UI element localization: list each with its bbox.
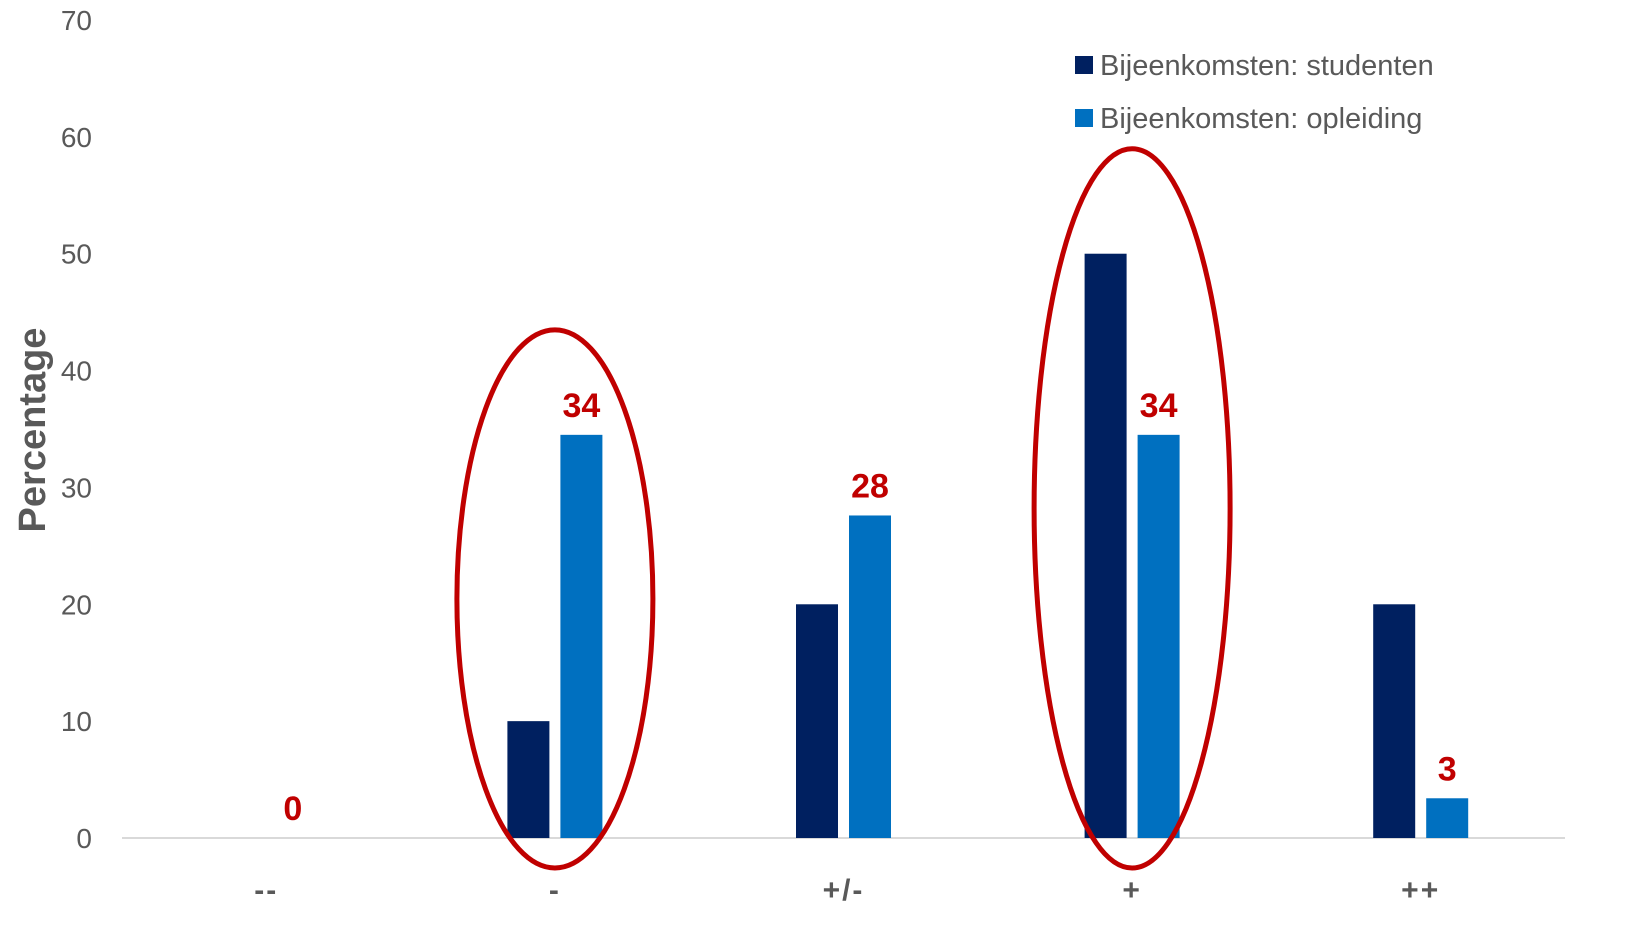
highlight-ellipse (1031, 146, 1233, 871)
bar-opleiding (560, 434, 603, 838)
bar-studenten (1373, 604, 1416, 838)
x-axis-categories: -- - +/- + ++ (254, 874, 1440, 907)
highlight-ellipse (454, 327, 656, 871)
legend: Bijeenkomsten: studenten Bijeenkomsten: o… (1075, 50, 1434, 135)
y-axis-label: Percentage (12, 328, 54, 533)
y-tick-label: 20 (61, 589, 92, 620)
x-category-label: ++ (1401, 874, 1440, 907)
y-tick-label: 60 (61, 122, 92, 153)
y-tick-label: 10 (61, 706, 92, 737)
y-tick-label: 0 (76, 823, 92, 854)
legend-label: Bijeenkomsten: studenten (1100, 50, 1434, 82)
bar-studenten (796, 604, 838, 838)
x-category-label: - (549, 874, 561, 907)
data-label: 0 (283, 790, 302, 828)
x-category-label: +/- (823, 874, 865, 907)
x-category-label: -- (254, 874, 278, 907)
bar-opleiding (1137, 434, 1180, 838)
bar-opleiding (1426, 798, 1469, 838)
data-label: 34 (1140, 387, 1178, 425)
legend-swatch (1075, 56, 1093, 74)
data-label: 28 (851, 467, 889, 505)
bar-studenten (507, 721, 550, 838)
legend-swatch (1075, 109, 1093, 127)
highlight-ellipses-group (454, 146, 1233, 871)
y-axis-ticks: 0 10 20 30 40 50 60 70 (61, 5, 92, 854)
y-tick-label: 30 (61, 472, 92, 503)
legend-label: Bijeenkomsten: opleiding (1100, 103, 1422, 135)
data-label: 34 (562, 387, 600, 425)
bars-group (507, 253, 1469, 838)
bar-opleiding (849, 515, 891, 838)
data-label: 3 (1438, 750, 1457, 788)
x-category-label: + (1122, 874, 1142, 907)
bar-studenten (1084, 253, 1127, 838)
y-tick-label: 50 (61, 239, 92, 270)
y-tick-label: 40 (61, 356, 92, 387)
data-labels-group: 0 34 28 34 3 (283, 387, 1456, 828)
y-tick-label: 70 (61, 5, 92, 36)
